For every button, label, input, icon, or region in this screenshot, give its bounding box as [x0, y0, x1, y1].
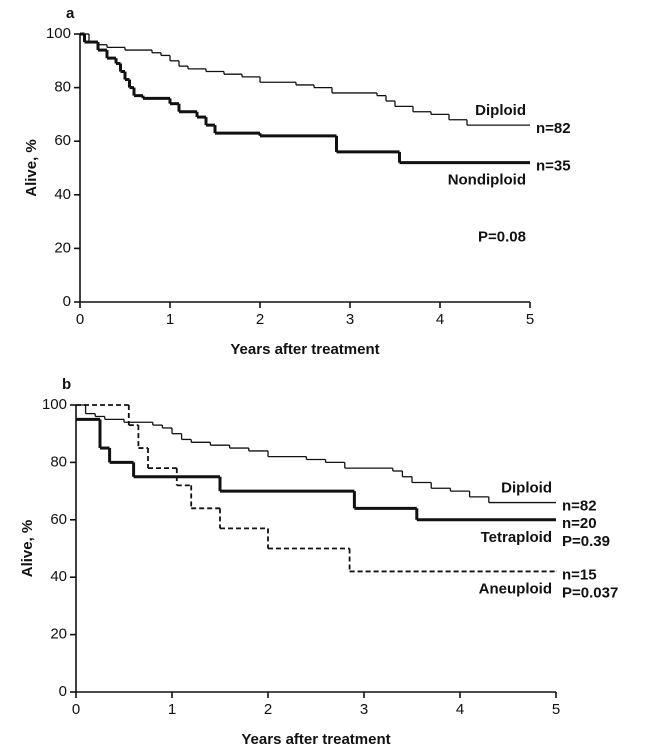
x-tick-label: 5 [526, 311, 534, 328]
y-tick-label: 40 [50, 568, 67, 585]
x-tick-label: 3 [346, 311, 354, 328]
y-axis-label: Alive, % [19, 520, 36, 578]
x-axis-label: Years after treatment [241, 731, 390, 747]
series-n: n=20 [562, 515, 597, 532]
x-tick-label: 3 [360, 701, 368, 718]
x-tick-label: 1 [168, 701, 176, 718]
series-label: Tetraploid [481, 529, 552, 546]
y-axis-label: Alive, % [23, 139, 40, 197]
y-tick-label: 0 [59, 683, 67, 700]
x-tick-label: 1 [166, 311, 174, 328]
y-tick-label: 0 [63, 293, 71, 310]
x-tick-label: 0 [72, 701, 80, 718]
annotation: P=0.08 [478, 229, 526, 246]
x-tick-label: 4 [456, 701, 464, 718]
series-p: P=0.037 [562, 584, 618, 601]
x-tick-label: 0 [76, 311, 84, 328]
y-tick-label: 20 [54, 239, 71, 256]
y-tick-label: 80 [54, 79, 71, 96]
y-tick-label: 20 [50, 626, 67, 643]
y-tick-label: 60 [50, 511, 67, 528]
panel-label: a [66, 5, 75, 22]
y-tick-label: 100 [46, 25, 71, 42]
series-n: n=15 [562, 566, 597, 583]
series-n: n=82 [562, 498, 597, 515]
series-label: Diploid [475, 102, 526, 119]
series-label: Nondiploid [448, 172, 526, 189]
y-tick-label: 80 [50, 453, 67, 470]
panel-label: b [62, 376, 71, 393]
x-tick-label: 2 [264, 701, 272, 718]
series-n: n=35 [536, 158, 571, 175]
x-tick-label: 5 [552, 701, 560, 718]
y-tick-label: 100 [42, 396, 67, 413]
x-axis-label: Years after treatment [230, 341, 379, 358]
series-label: Aneuploid [479, 580, 552, 597]
x-tick-label: 2 [256, 311, 264, 328]
series-p: P=0.39 [562, 533, 610, 550]
series-n: n=82 [536, 120, 571, 137]
x-tick-label: 4 [436, 311, 444, 328]
series-label: Diploid [501, 480, 552, 497]
y-tick-label: 40 [54, 186, 71, 203]
y-tick-label: 60 [54, 132, 71, 149]
